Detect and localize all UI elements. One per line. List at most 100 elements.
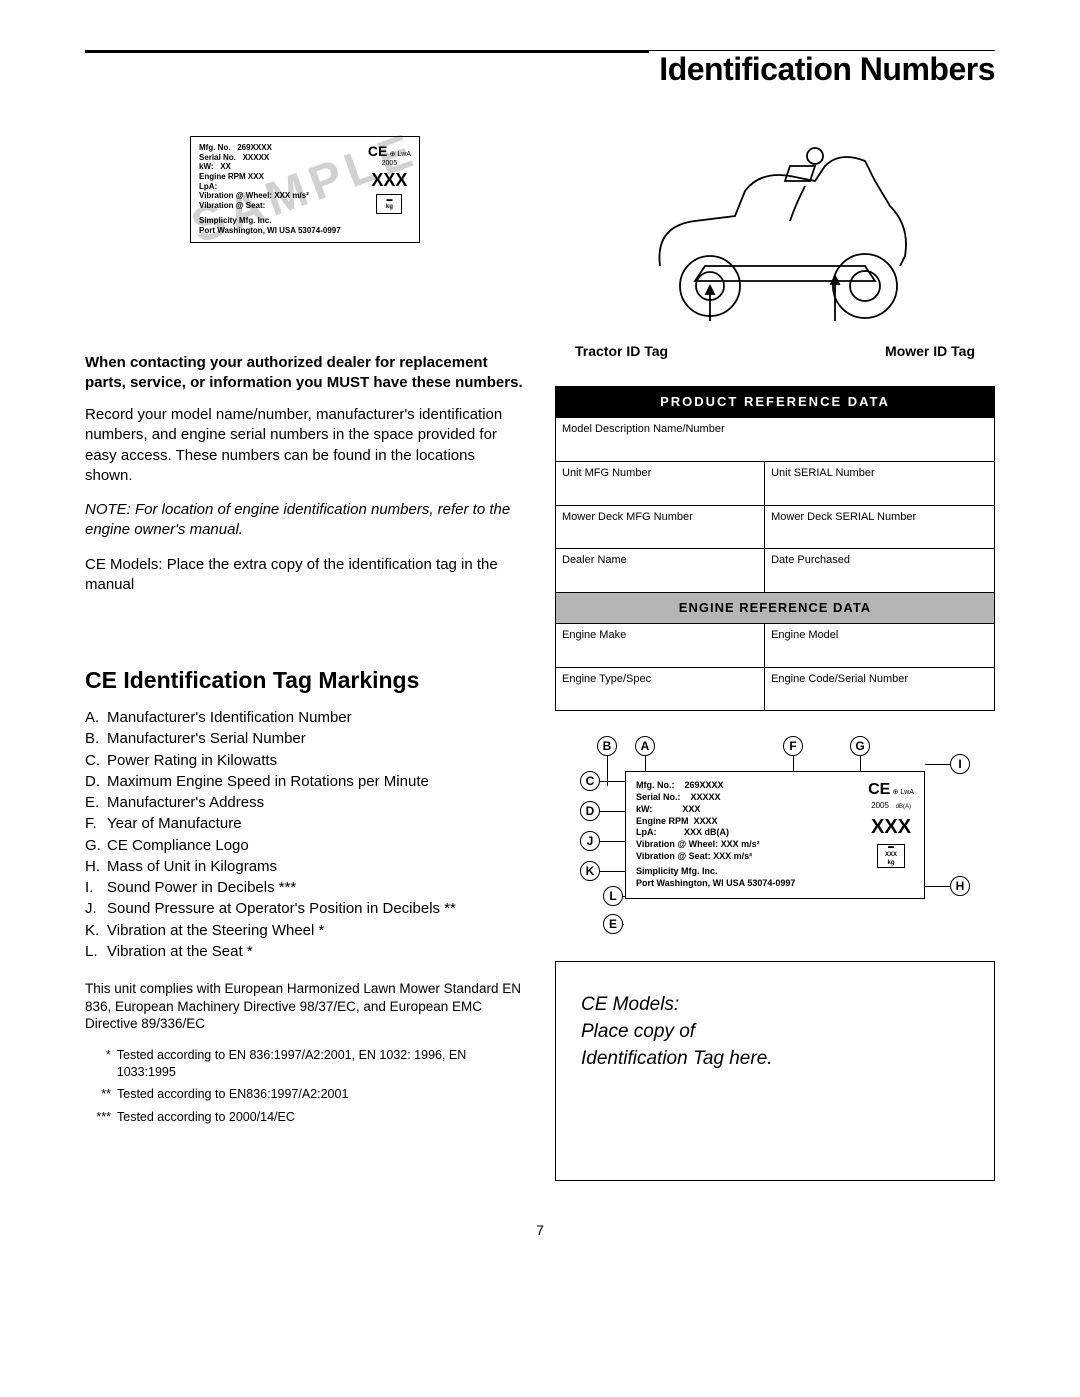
marking-letter: H.	[85, 857, 100, 877]
sample-id-tag: SAMPLE Mfg. No. 269XXXX Serial No. XXXXX…	[190, 136, 420, 242]
table-header-product: PRODUCT REFERENCE DATA	[556, 387, 995, 418]
marking-letter: B.	[85, 729, 99, 749]
cell-engine-type: Engine Type/Spec	[556, 667, 765, 711]
marking-item: H.Mass of Unit in Kilograms	[85, 857, 525, 877]
marking-item: E.Manufacturer's Address	[85, 793, 525, 813]
mower-id-label: Mower ID Tag	[885, 342, 975, 361]
tag-mfg-value: 269XXXX	[237, 143, 272, 152]
table-header-engine: ENGINE REFERENCE DATA	[556, 593, 995, 624]
marking-item: G.CE Compliance Logo	[85, 836, 525, 856]
markings-heading: CE Identification Tag Markings	[85, 665, 525, 696]
footnote-stars: *	[85, 1047, 117, 1081]
callout-L: L	[603, 886, 623, 906]
page-title-rule: Identification Numbers	[85, 50, 995, 96]
cell-deck-serial: Mower Deck SERIAL Number	[765, 505, 995, 549]
tag-address: Port Washington, WI USA 53074-0997	[199, 226, 341, 236]
intro-para-2: CE Models: Place the extra copy of the i…	[85, 555, 525, 596]
reference-data-table: PRODUCT REFERENCE DATA Model Description…	[555, 386, 995, 711]
cell-engine-model: Engine Model	[765, 623, 995, 667]
footnote: ***Tested according to 2000/14/EC	[85, 1109, 525, 1126]
tag-serial-value: XXXXX	[243, 153, 270, 162]
marking-item: L.Vibration at the Seat *	[85, 942, 525, 962]
id-tag-placeholder: CE Models:Place copy ofIdentification Ta…	[555, 961, 995, 1181]
callout-D: D	[580, 801, 600, 821]
marking-item: B.Manufacturer's Serial Number	[85, 729, 525, 749]
callout-B: B	[597, 736, 617, 756]
marking-item: J.Sound Pressure at Operator's Position …	[85, 899, 525, 919]
tag-kw-value: XX	[220, 162, 231, 171]
tag-rpm-label: Engine RPM	[199, 172, 246, 181]
callout-K: K	[580, 861, 600, 881]
marking-letter: J.	[85, 899, 97, 919]
marking-letter: C.	[85, 751, 100, 771]
intro-bold-text: When contacting your authorized dealer f…	[85, 353, 525, 394]
tag-lpa-label: LpA:	[199, 182, 217, 192]
footnote-text: Tested according to EN 836:1997/A2:2001,…	[117, 1047, 525, 1081]
footnote: *Tested according to EN 836:1997/A2:2001…	[85, 1047, 525, 1081]
marking-letter: G.	[85, 836, 101, 856]
td-rpm-val: XXXX	[694, 816, 718, 826]
intro-note: NOTE: For location of engine identificat…	[85, 500, 525, 541]
tractor-figure	[555, 136, 995, 332]
tag-diagram-wrap: B A F G I C D J K L E H M	[555, 736, 995, 936]
td-mfg-label: Mfg. No.:	[636, 780, 675, 790]
cell-engine-make: Engine Make	[556, 623, 765, 667]
ce-mark-icon: CE	[368, 143, 387, 159]
marking-item: C.Power Rating in Kilowatts	[85, 751, 525, 771]
td-right-side: CE ⊕ LwA 2005 dB(A) XXX ▬XXXkg	[868, 780, 914, 868]
tag-rpm-value: XXX	[248, 172, 264, 181]
td-year: 2005	[871, 801, 889, 810]
callout-A: A	[635, 736, 655, 756]
tag-xxx-big: XXX	[368, 170, 411, 192]
tag-year: 2005	[368, 160, 411, 168]
tag-kw-label: kW:	[199, 162, 214, 171]
markings-list: A.Manufacturer's Identification NumberB.…	[85, 708, 525, 962]
cell-unit-serial: Unit SERIAL Number	[765, 461, 995, 505]
marking-letter: F.	[85, 814, 97, 834]
tag-right-block: CE ⊕ LwA 2005 XXX ▬kg	[368, 143, 411, 214]
footnotes: *Tested according to EN 836:1997/A2:2001…	[85, 1047, 525, 1127]
page-title: Identification Numbers	[649, 51, 995, 87]
callout-F: F	[783, 736, 803, 756]
tag-company: Simplicity Mfg. Inc.	[199, 216, 271, 226]
td-kw-val: XXX	[682, 804, 700, 814]
marking-item: A.Manufacturer's Identification Number	[85, 708, 525, 728]
marking-letter: I.	[85, 878, 93, 898]
cell-deck-mfg: Mower Deck MFG Number	[556, 505, 765, 549]
footnote-stars: ***	[85, 1109, 117, 1126]
tag-mfg-label: Mfg. No.	[199, 143, 231, 152]
marking-letter: L.	[85, 942, 98, 962]
tag-serial-label: Serial No.	[199, 153, 236, 162]
td-lpa-label: LpA:	[636, 827, 657, 837]
callout-I: I	[950, 754, 970, 774]
marking-letter: A.	[85, 708, 99, 728]
cell-dealer: Dealer Name	[556, 549, 765, 593]
td-mfg-val: 269XXXX	[685, 780, 724, 790]
ce-mark-icon: CE	[868, 781, 890, 798]
figure-labels: Tractor ID Tag Mower ID Tag	[555, 342, 995, 361]
td-lpa-val: XXX dB(A)	[684, 827, 729, 837]
marking-letter: E.	[85, 793, 99, 813]
td-xxx-big: XXX	[868, 814, 914, 840]
marking-letter: D.	[85, 772, 100, 792]
cell-date: Date Purchased	[765, 549, 995, 593]
td-address: Port Washington, WI USA 53074-0997	[636, 878, 914, 890]
footnote-text: Tested according to 2000/14/EC	[117, 1109, 295, 1126]
tractor-id-label: Tractor ID Tag	[575, 342, 668, 361]
callout-G: G	[850, 736, 870, 756]
td-serial-val: XXXXX	[691, 792, 721, 802]
footnote-stars: **	[85, 1086, 117, 1103]
td-rpm-label: Engine RPM	[636, 816, 689, 826]
mass-box-icon: ▬kg	[376, 194, 402, 214]
cell-engine-code: Engine Code/Serial Number	[765, 667, 995, 711]
tag-vibs-label: Vibration @ Seat:	[199, 201, 265, 211]
td-serial-label: Serial No.:	[636, 792, 681, 802]
marking-item: K.Vibration at the Steering Wheel *	[85, 921, 525, 941]
callout-H: H	[950, 876, 970, 896]
page-number: 7	[85, 1221, 995, 1240]
compliance-text: This unit complies with European Harmoni…	[85, 980, 525, 1033]
tractor-icon	[615, 136, 935, 326]
marking-item: I.Sound Power in Decibels ***	[85, 878, 525, 898]
footnote-text: Tested according to EN836:1997/A2:2001	[117, 1086, 348, 1103]
td-kw-label: kW:	[636, 804, 652, 814]
